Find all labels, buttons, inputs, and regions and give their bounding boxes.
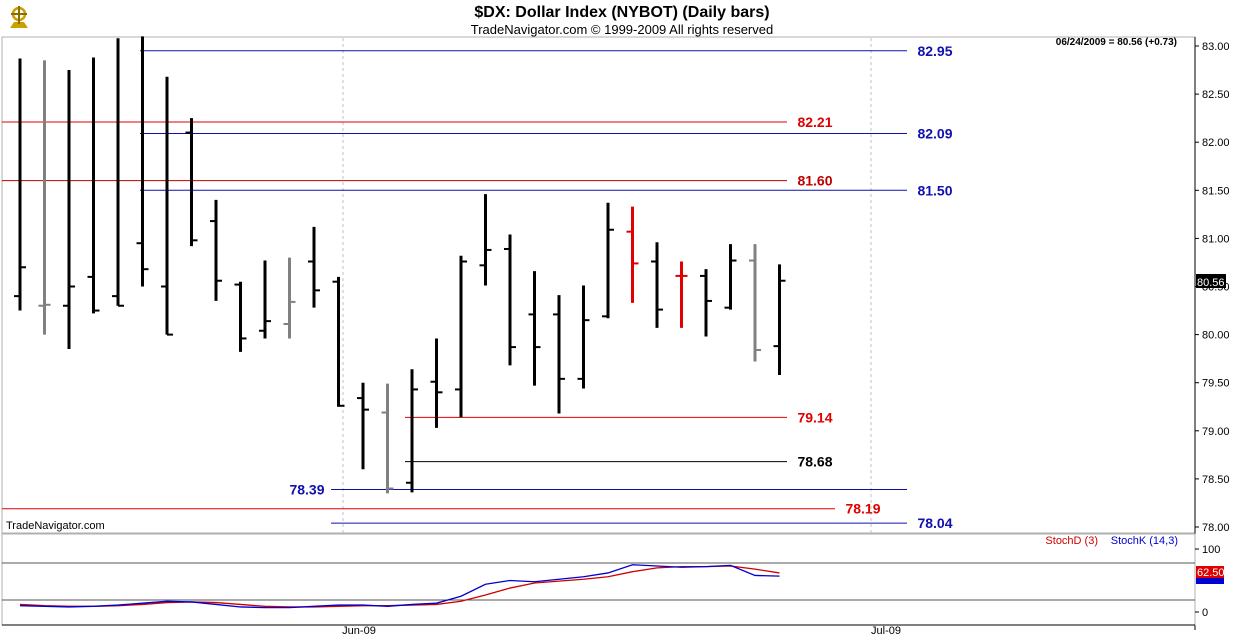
ohlc-bar (63, 70, 75, 350)
last-price-info: 06/24/2009 = 80.56 (+0.73) (1056, 37, 1177, 48)
ohlc-bar (210, 199, 222, 301)
level-label: 82.95 (917, 43, 952, 59)
watermark: TradeNavigator.com (6, 520, 105, 532)
ohlc-bar (651, 242, 663, 328)
ohlc-bar (504, 234, 516, 366)
last-price-flag-label: 80.56 (1197, 277, 1225, 289)
stoch-last-flag-d (1196, 566, 1224, 578)
last-price-flag (1196, 274, 1226, 288)
price-tick-label: 78.00 (1202, 522, 1230, 534)
price-tick-label: 82.50 (1202, 89, 1230, 101)
stoch-d-legend: StochD (3) (1045, 535, 1098, 547)
ohlc-bar (14, 58, 26, 311)
stoch-last-flag-k (1196, 578, 1224, 584)
price-tick-label: 79.00 (1202, 426, 1230, 438)
ohlc-bar (87, 57, 100, 314)
ohlc-bar (283, 257, 296, 339)
level-label: 78.19 (845, 501, 880, 517)
level-label: 78.68 (797, 454, 832, 470)
logo-icon (4, 4, 34, 32)
stoch-k-legend: StochK (14,3) (1111, 535, 1178, 547)
x-label-jun: Jun-09 (342, 625, 376, 637)
level-label: 81.50 (917, 182, 952, 198)
stoch-panel (1, 533, 1196, 626)
price-tick-label: 79.50 (1202, 378, 1230, 390)
ohlc-bar (185, 118, 198, 247)
price-tick-label: 82.00 (1202, 137, 1230, 149)
chart-subtitle: TradeNavigator.com © 1999-2009 All right… (471, 22, 773, 37)
ohlc-bar (381, 383, 394, 494)
price-tick-label: 83.00 (1202, 41, 1230, 53)
ohlc-bar (479, 194, 492, 286)
ohlc-bar (553, 295, 565, 414)
level-label: 81.60 (797, 173, 832, 189)
price-panel (1, 36, 1196, 534)
ohlc-bar (357, 382, 369, 470)
level-label: 82.21 (797, 114, 832, 130)
level-label: 79.14 (797, 409, 832, 425)
ohlc-bar (602, 202, 614, 319)
x-label-jul: Jul-09 (871, 625, 901, 637)
support-resistance-levels: 82.95 82.21 82.09 81.60 81.50 79.14 78.68 78.39… (2, 43, 953, 531)
ohlc-bar (234, 281, 247, 352)
ohlc-bar (112, 38, 124, 307)
ohlc-bar (308, 226, 320, 308)
stoch-tick-0: 0 (1202, 607, 1208, 619)
ohlc-bar (136, 36, 149, 287)
price-tick-label: 78.50 (1202, 474, 1230, 486)
ohlc-bar (259, 260, 271, 339)
ohlc-bar (38, 60, 51, 335)
level-label: 78.39 (289, 481, 324, 497)
stoch-last-value: 62.50 (1197, 567, 1225, 579)
level-label: 78.04 (917, 515, 952, 531)
ohlc-bar (773, 264, 786, 376)
price-tick-label: 81.50 (1202, 185, 1230, 197)
chart-title: $DX: Dollar Index (NYBOT) (Daily bars) (474, 4, 769, 21)
ohlc-bar (161, 76, 173, 336)
stoch-lines (19, 564, 780, 609)
ohlc-bar (406, 369, 418, 493)
ohlc-bar (528, 271, 541, 386)
ohlc-bar (455, 255, 467, 418)
stoch-tick-100: 100 (1202, 544, 1220, 556)
ohlc-bar (675, 261, 688, 328)
ohlc-bar (332, 276, 345, 407)
ohlc-bars (14, 36, 786, 494)
price-tick-label: 80.00 (1202, 330, 1230, 342)
ohlc-bar (749, 244, 761, 362)
ohlc-bar (577, 285, 590, 389)
ohlc-bar (626, 206, 639, 303)
level-label: 82.09 (917, 126, 952, 142)
ohlc-bar (700, 269, 712, 337)
ohlc-bar (430, 338, 443, 428)
ohlc-bar (724, 244, 737, 310)
stoch-k-line (19, 564, 780, 609)
price-tick-label: 81.00 (1202, 233, 1230, 245)
